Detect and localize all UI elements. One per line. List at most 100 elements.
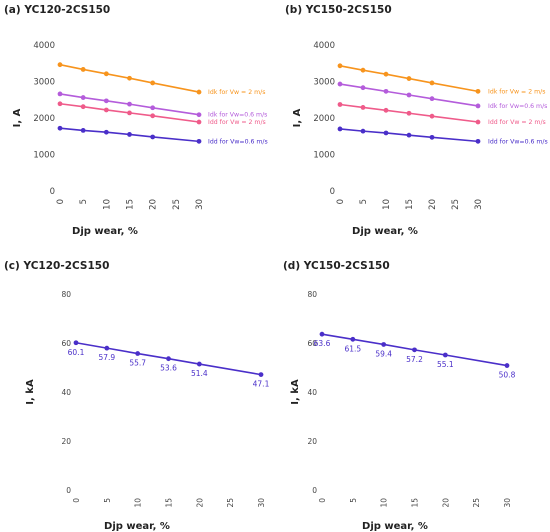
x-axis-label: Djp wear, % bbox=[104, 521, 170, 532]
data-point bbox=[360, 85, 366, 91]
data-point bbox=[80, 67, 86, 72]
y-tick-label: 4000 bbox=[313, 41, 335, 51]
x-tick-label: 10 bbox=[134, 498, 143, 508]
data-point bbox=[103, 129, 109, 135]
series-line bbox=[321, 333, 508, 367]
x-tick-label: 20 bbox=[149, 199, 159, 210]
data-point bbox=[196, 361, 202, 367]
data-point bbox=[127, 132, 132, 137]
data-point bbox=[429, 96, 435, 102]
chart-title: (a) YC120-2CS150 bbox=[4, 4, 110, 16]
x-tick-label: 30 bbox=[257, 498, 266, 508]
chart-title: (b) YC150-2CS150 bbox=[285, 4, 392, 16]
x-tick-label: 25 bbox=[172, 199, 182, 210]
data-point bbox=[150, 113, 156, 119]
x-tick-label: 10 bbox=[380, 498, 389, 508]
y-tick-label: 40 bbox=[307, 388, 317, 397]
x-tick-label: 10 bbox=[102, 199, 112, 210]
series-line bbox=[339, 65, 479, 93]
data-point bbox=[412, 347, 417, 353]
x-tick-label: 25 bbox=[472, 498, 481, 508]
chart-panel-2: (b) YC150-2CS150 0 1000 2000 3000 4000 0 5 10 15 2… bbox=[285, 4, 548, 237]
x-tick-label: 5 bbox=[103, 498, 112, 503]
data-point bbox=[337, 102, 343, 107]
data-point bbox=[127, 101, 132, 107]
data-point bbox=[383, 130, 389, 136]
data-point bbox=[150, 105, 156, 111]
data-label: 57.2 bbox=[406, 355, 423, 364]
series-label: Idd for Vw=0.6 m/s bbox=[208, 138, 268, 145]
x-axis-label: Djp wear, % bbox=[362, 521, 428, 532]
y-tick-label: 4000 bbox=[33, 41, 55, 51]
data-label: 57.9 bbox=[98, 353, 115, 362]
y-tick-label: 3000 bbox=[33, 78, 55, 88]
y-tick-label: 2000 bbox=[313, 114, 335, 124]
series-line bbox=[75, 341, 262, 376]
data-point bbox=[150, 80, 156, 86]
x-tick-label: 30 bbox=[503, 498, 512, 508]
series-line bbox=[339, 103, 479, 123]
data-point bbox=[360, 67, 366, 73]
data-point bbox=[406, 110, 412, 116]
data-point bbox=[429, 80, 435, 86]
y-tick-label: 20 bbox=[61, 437, 71, 446]
data-label: 53.6 bbox=[160, 364, 177, 373]
y-axis-label: I, A bbox=[292, 108, 303, 127]
data-point bbox=[406, 132, 412, 138]
data-point bbox=[57, 91, 63, 97]
data-point bbox=[475, 119, 481, 125]
x-tick-label: 0 bbox=[72, 498, 81, 503]
data-point bbox=[103, 71, 109, 77]
data-point bbox=[73, 340, 79, 346]
y-tick-label: 1000 bbox=[33, 151, 55, 161]
data-label: 59.4 bbox=[375, 349, 392, 358]
data-point bbox=[166, 356, 171, 362]
series-label: Idd for Vw = 2 m/s bbox=[208, 119, 266, 126]
data-point bbox=[337, 126, 343, 132]
data-point bbox=[80, 128, 86, 133]
x-tick-label: 5 bbox=[79, 199, 89, 204]
data-point bbox=[258, 372, 264, 378]
x-tick-label: 25 bbox=[451, 199, 461, 210]
data-point bbox=[103, 98, 109, 104]
chart-title: (c) YC120-2CS150 bbox=[4, 260, 109, 272]
y-tick-label: 60 bbox=[61, 339, 71, 348]
data-point bbox=[442, 352, 448, 358]
data-point bbox=[337, 63, 343, 69]
data-point bbox=[196, 119, 202, 125]
data-label: 55.1 bbox=[437, 360, 454, 369]
x-tick-label: 20 bbox=[441, 498, 450, 508]
x-tick-label: 20 bbox=[195, 498, 204, 508]
data-point bbox=[429, 134, 435, 140]
data-point bbox=[196, 112, 202, 118]
y-tick-label: 0 bbox=[50, 187, 55, 197]
data-label: 47.1 bbox=[253, 380, 270, 389]
data-point bbox=[406, 92, 412, 98]
x-tick-label: 25 bbox=[226, 498, 235, 508]
data-point bbox=[360, 128, 366, 134]
data-point bbox=[319, 331, 325, 337]
y-tick-label: 20 bbox=[307, 437, 317, 446]
data-point bbox=[57, 101, 63, 107]
data-point bbox=[57, 62, 63, 68]
x-axis-label: Djp wear, % bbox=[352, 226, 418, 237]
x-tick-label: 15 bbox=[126, 199, 136, 210]
series-label: Idk for Vw=0.6 m/s bbox=[208, 112, 267, 119]
data-point bbox=[104, 345, 110, 351]
x-tick-label: 5 bbox=[359, 199, 369, 204]
series-label: Idk for Vw = 2 m/s bbox=[488, 88, 545, 95]
x-tick-label: 10 bbox=[382, 199, 392, 210]
y-axis-label: I, kA bbox=[25, 379, 36, 405]
y-axis-label: I, A bbox=[12, 108, 23, 127]
series-line bbox=[339, 83, 479, 107]
data-label: 50.8 bbox=[499, 371, 516, 380]
series-label: Idk for Vw = 2 m/s bbox=[208, 89, 265, 96]
y-tick-label: 0 bbox=[312, 486, 317, 495]
x-tick-label: 30 bbox=[195, 199, 205, 210]
data-point bbox=[383, 88, 389, 94]
x-axis-label: Djp wear, % bbox=[72, 226, 138, 237]
series-label: Idk for Vw=0.6 m/s bbox=[488, 103, 547, 110]
data-label: 55.7 bbox=[129, 359, 146, 368]
x-tick-label: 0 bbox=[336, 199, 346, 204]
